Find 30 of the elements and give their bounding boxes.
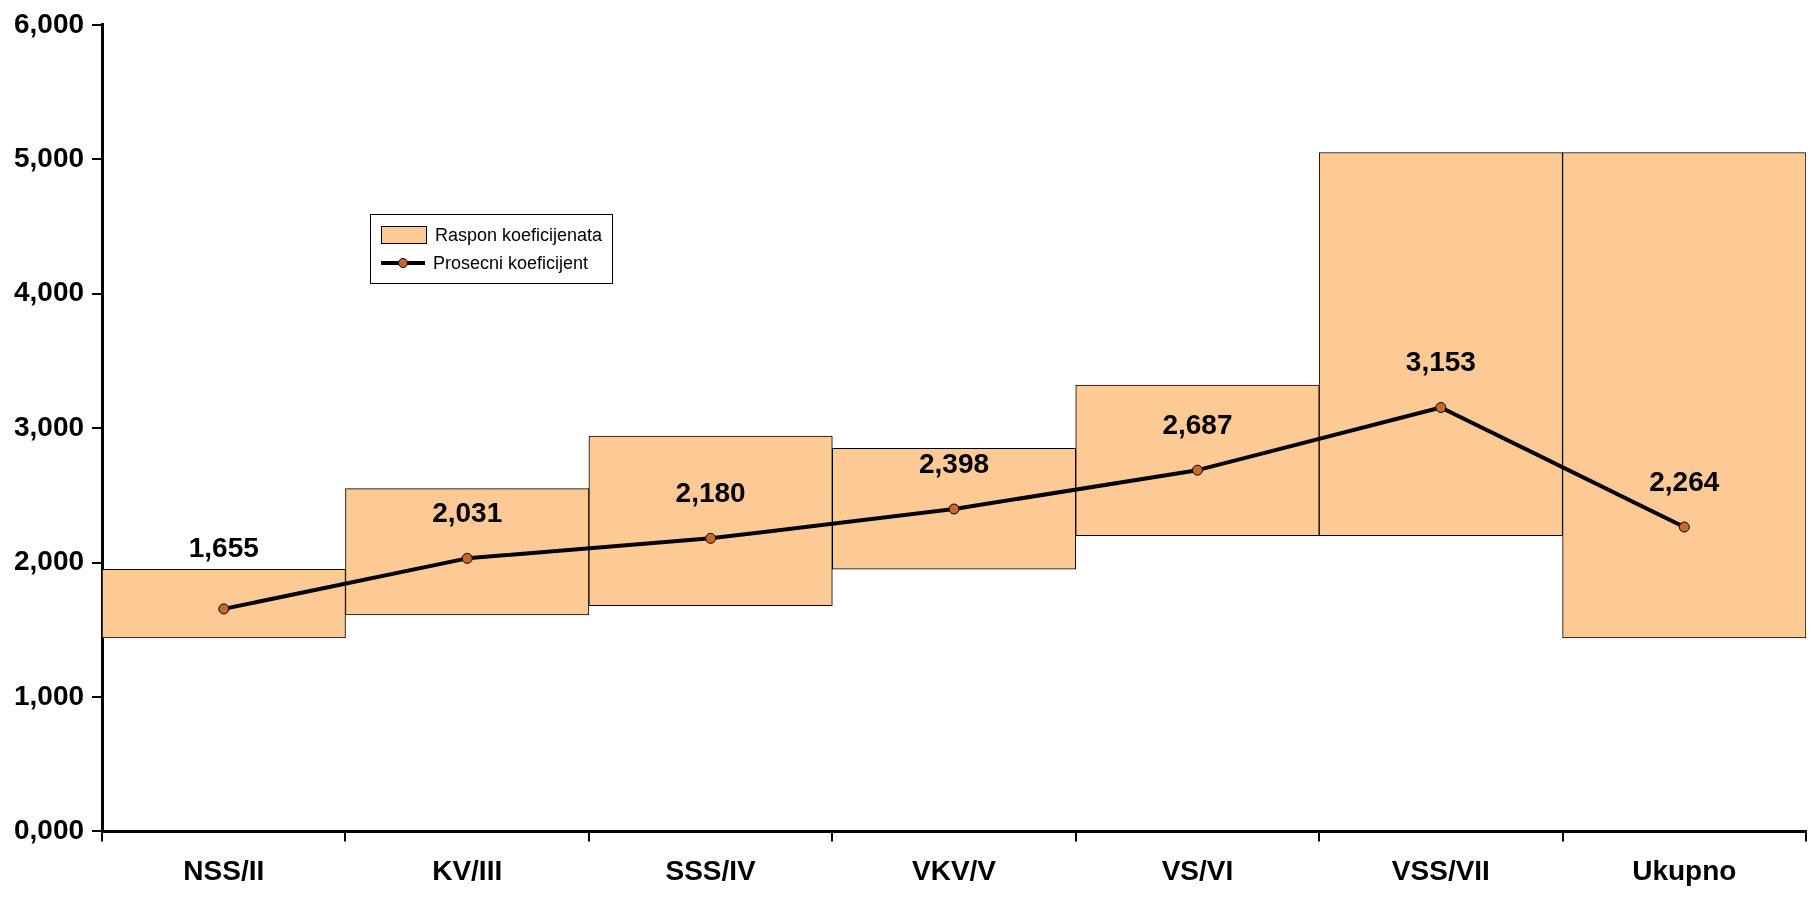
y-tick-label: 0,000 bbox=[13, 814, 85, 846]
x-tick-label: VKV/V bbox=[912, 854, 997, 886]
point bbox=[1191, 464, 1203, 476]
y-tick-label: 3,000 bbox=[13, 410, 85, 442]
x-tick-label: VS/VI bbox=[1161, 854, 1234, 886]
y-tick-label: 1,000 bbox=[13, 679, 85, 711]
legend-label: Prosecni koeficijent bbox=[433, 252, 589, 274]
y-tick-label: 4,000 bbox=[13, 276, 85, 308]
x-tick-label: Ukupno bbox=[1632, 854, 1737, 886]
y-tick-label: 2,000 bbox=[13, 545, 85, 577]
data-label: 2,687 bbox=[1162, 408, 1233, 440]
point bbox=[461, 552, 473, 564]
y-tick-label: 6,000 bbox=[13, 7, 85, 39]
point bbox=[1435, 402, 1447, 414]
y-tick-label: 5,000 bbox=[13, 141, 85, 173]
point bbox=[218, 603, 230, 615]
data-label: 3,153 bbox=[1405, 346, 1476, 378]
data-label: 2,031 bbox=[432, 497, 503, 529]
point bbox=[705, 532, 717, 544]
data-label: 2,180 bbox=[675, 477, 746, 509]
point bbox=[1678, 521, 1690, 533]
point bbox=[948, 503, 960, 515]
x-tick-label: VSS/VII bbox=[1391, 854, 1490, 886]
x-tick-label: SSS/IV bbox=[665, 854, 757, 886]
data-label: 2,398 bbox=[919, 447, 990, 479]
legend-label: Raspon koeficijenata bbox=[435, 224, 603, 246]
data-label: 2,264 bbox=[1649, 465, 1720, 497]
x-tick-label: NSS/II bbox=[183, 854, 265, 886]
data-label: 1,655 bbox=[188, 531, 259, 563]
x-tick-label: KV/III bbox=[432, 854, 503, 886]
